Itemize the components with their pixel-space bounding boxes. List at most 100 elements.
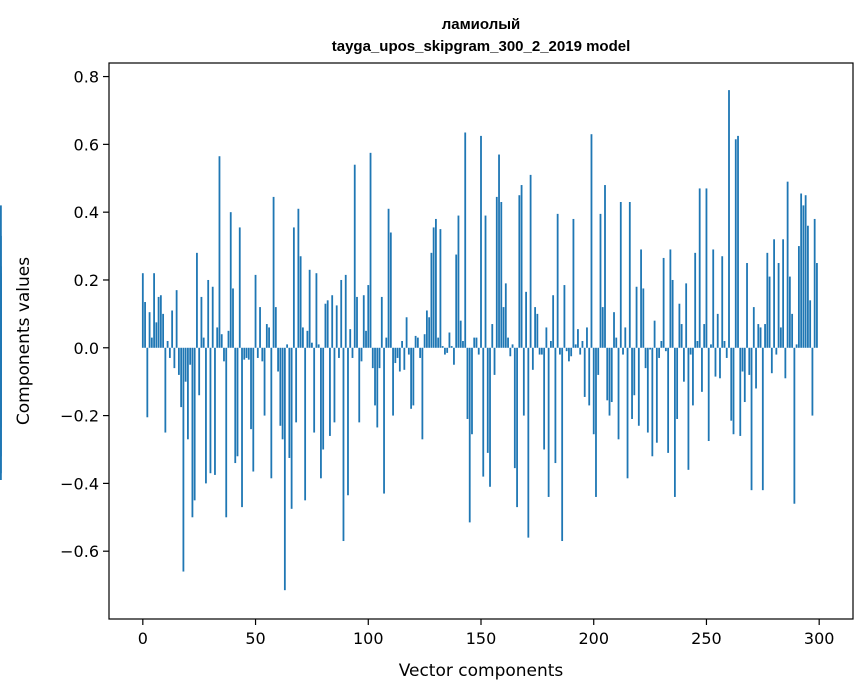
bar xyxy=(728,90,730,348)
bar xyxy=(773,239,775,348)
bar xyxy=(342,347,345,542)
bar xyxy=(734,139,737,348)
bar xyxy=(274,307,277,348)
bar xyxy=(268,327,270,348)
bar xyxy=(583,347,586,397)
bar xyxy=(484,215,487,348)
bar xyxy=(622,347,624,355)
bar xyxy=(421,347,424,440)
bar xyxy=(721,256,724,348)
bar xyxy=(462,341,464,348)
bar xyxy=(800,193,803,348)
bar xyxy=(414,335,417,348)
bar xyxy=(412,347,415,406)
bar xyxy=(534,307,537,348)
bar xyxy=(358,347,361,423)
bar xyxy=(791,313,794,348)
bar xyxy=(322,347,325,450)
y-tick-label: −0.6 xyxy=(60,542,99,561)
bar xyxy=(581,341,584,348)
bar xyxy=(588,347,591,406)
bar xyxy=(635,286,638,348)
bar xyxy=(0,347,2,428)
bar xyxy=(610,347,613,403)
x-axis-ticks: 0 50 100 150 200 250 300 xyxy=(138,619,834,648)
bar xyxy=(559,347,561,355)
bar xyxy=(604,185,606,348)
bar xyxy=(403,347,406,370)
bar xyxy=(538,347,541,355)
x-tick-label: 150 xyxy=(466,629,497,648)
bar xyxy=(202,337,205,348)
bar xyxy=(220,334,223,348)
bar xyxy=(173,347,176,369)
bar xyxy=(577,329,579,348)
bar xyxy=(631,347,633,419)
bar xyxy=(218,156,221,348)
bar xyxy=(392,347,394,416)
bar xyxy=(615,337,618,348)
bar xyxy=(182,347,185,572)
bar xyxy=(317,344,320,348)
bar xyxy=(432,227,435,348)
bar xyxy=(0,266,2,348)
bar xyxy=(155,322,158,348)
bar xyxy=(144,302,146,348)
bar xyxy=(574,344,577,348)
bar xyxy=(500,202,503,348)
bar xyxy=(586,327,588,348)
bar xyxy=(428,317,431,348)
x-tick-label: 200 xyxy=(578,629,609,648)
bar xyxy=(247,347,250,360)
bar xyxy=(283,347,286,591)
bar xyxy=(329,347,331,436)
bar xyxy=(435,218,437,348)
bar xyxy=(563,285,566,348)
bar xyxy=(279,347,282,426)
bar xyxy=(344,274,347,348)
bar xyxy=(561,347,564,542)
bar xyxy=(168,347,171,358)
bar xyxy=(277,347,279,372)
bar xyxy=(716,313,719,348)
bar xyxy=(423,334,426,348)
bar xyxy=(265,324,268,348)
bar xyxy=(710,344,712,348)
bar xyxy=(768,276,771,348)
bar xyxy=(779,327,782,348)
bar xyxy=(642,288,645,348)
bar xyxy=(669,249,672,348)
bar xyxy=(146,347,149,418)
bar xyxy=(369,152,372,348)
bar xyxy=(380,296,383,348)
bar xyxy=(250,347,252,430)
bar xyxy=(259,307,261,348)
bar xyxy=(177,347,180,375)
bar xyxy=(468,347,471,523)
bar xyxy=(362,295,365,348)
bar xyxy=(200,296,203,348)
chart-title: ламиолый xyxy=(442,16,521,33)
bar xyxy=(311,342,313,348)
bar xyxy=(784,347,787,379)
bar xyxy=(712,249,715,348)
bar xyxy=(383,347,385,494)
bar xyxy=(568,347,570,362)
bar xyxy=(347,347,349,496)
bar xyxy=(687,347,690,470)
bar xyxy=(353,164,356,348)
bar xyxy=(304,347,307,501)
bar xyxy=(525,291,527,348)
bar xyxy=(299,256,302,348)
bar xyxy=(809,300,812,348)
bar xyxy=(619,202,622,348)
bar xyxy=(450,346,453,348)
bar xyxy=(698,188,701,348)
bar xyxy=(394,347,397,364)
bar xyxy=(374,347,376,406)
bar xyxy=(707,347,710,442)
bar xyxy=(653,320,656,348)
bar xyxy=(164,347,167,433)
bar xyxy=(633,347,636,396)
bar xyxy=(441,346,444,348)
